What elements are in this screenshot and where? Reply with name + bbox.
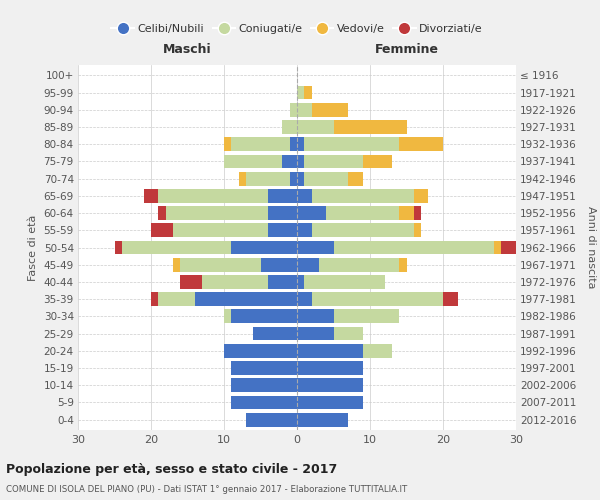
Bar — [311, 224, 414, 237]
Bar — [362, 154, 392, 168]
Bar — [297, 154, 304, 168]
Bar — [334, 240, 494, 254]
Bar — [297, 361, 362, 375]
Bar — [232, 310, 297, 324]
Bar — [268, 224, 297, 237]
Text: Maschi: Maschi — [163, 44, 212, 57]
Bar — [195, 292, 297, 306]
Bar — [399, 206, 414, 220]
Bar — [311, 103, 348, 117]
Bar — [297, 172, 304, 185]
Bar — [326, 206, 399, 220]
Bar — [297, 120, 334, 134]
Bar — [297, 240, 334, 254]
Bar — [246, 413, 297, 426]
Bar — [311, 189, 414, 202]
Bar — [115, 240, 122, 254]
Bar — [268, 206, 297, 220]
Bar — [297, 275, 304, 289]
Bar — [180, 258, 260, 272]
Bar — [232, 240, 297, 254]
Y-axis label: Anni di nascita: Anni di nascita — [586, 206, 596, 289]
Bar — [268, 189, 297, 202]
Bar — [122, 240, 232, 254]
Bar — [311, 292, 443, 306]
Bar — [399, 258, 407, 272]
Bar — [297, 224, 311, 237]
Bar — [246, 172, 290, 185]
Bar — [268, 275, 297, 289]
Bar — [158, 189, 268, 202]
Bar — [151, 292, 158, 306]
Bar — [334, 120, 407, 134]
Bar — [443, 292, 458, 306]
Bar — [494, 240, 502, 254]
Text: COMUNE DI ISOLA DEL PIANO (PU) - Dati ISTAT 1° gennaio 2017 - Elaborazione TUTTI: COMUNE DI ISOLA DEL PIANO (PU) - Dati IS… — [6, 485, 407, 494]
Bar — [180, 275, 202, 289]
Bar — [297, 396, 362, 409]
Bar — [158, 292, 195, 306]
Bar — [334, 326, 362, 340]
Bar — [224, 154, 283, 168]
Legend: Celibi/Nubili, Coniugati/e, Vedovi/e, Divorziati/e: Celibi/Nubili, Coniugati/e, Vedovi/e, Di… — [107, 20, 487, 38]
Bar — [224, 310, 232, 324]
Bar — [232, 378, 297, 392]
Bar — [297, 292, 311, 306]
Bar — [297, 86, 304, 100]
Bar — [319, 258, 399, 272]
Bar — [283, 120, 297, 134]
Bar — [151, 224, 173, 237]
Bar — [304, 154, 362, 168]
Bar — [283, 154, 297, 168]
Y-axis label: Fasce di età: Fasce di età — [28, 214, 38, 280]
Bar — [144, 189, 158, 202]
Bar — [297, 189, 311, 202]
Text: Femmine: Femmine — [374, 44, 439, 57]
Bar — [414, 206, 421, 220]
Bar — [297, 206, 326, 220]
Bar — [202, 275, 268, 289]
Bar — [224, 344, 297, 358]
Bar — [297, 413, 348, 426]
Bar — [260, 258, 297, 272]
Bar — [297, 138, 304, 151]
Bar — [290, 138, 297, 151]
Bar — [173, 258, 180, 272]
Bar — [304, 275, 385, 289]
Bar — [304, 138, 399, 151]
Bar — [414, 189, 428, 202]
Bar — [239, 172, 246, 185]
Bar — [166, 206, 268, 220]
Bar — [334, 310, 399, 324]
Bar — [224, 138, 232, 151]
Bar — [232, 138, 290, 151]
Bar — [232, 361, 297, 375]
Bar — [297, 310, 334, 324]
Bar — [290, 103, 297, 117]
Bar — [362, 344, 392, 358]
Bar — [253, 326, 297, 340]
Bar — [297, 344, 362, 358]
Bar — [399, 138, 443, 151]
Bar — [502, 240, 516, 254]
Bar — [348, 172, 363, 185]
Bar — [232, 396, 297, 409]
Bar — [297, 326, 334, 340]
Bar — [297, 258, 319, 272]
Bar — [297, 103, 311, 117]
Bar — [304, 86, 311, 100]
Bar — [414, 224, 421, 237]
Bar — [297, 378, 362, 392]
Text: Popolazione per età, sesso e stato civile - 2017: Popolazione per età, sesso e stato civil… — [6, 462, 337, 475]
Bar — [173, 224, 268, 237]
Bar — [304, 172, 348, 185]
Bar — [290, 172, 297, 185]
Bar — [158, 206, 166, 220]
